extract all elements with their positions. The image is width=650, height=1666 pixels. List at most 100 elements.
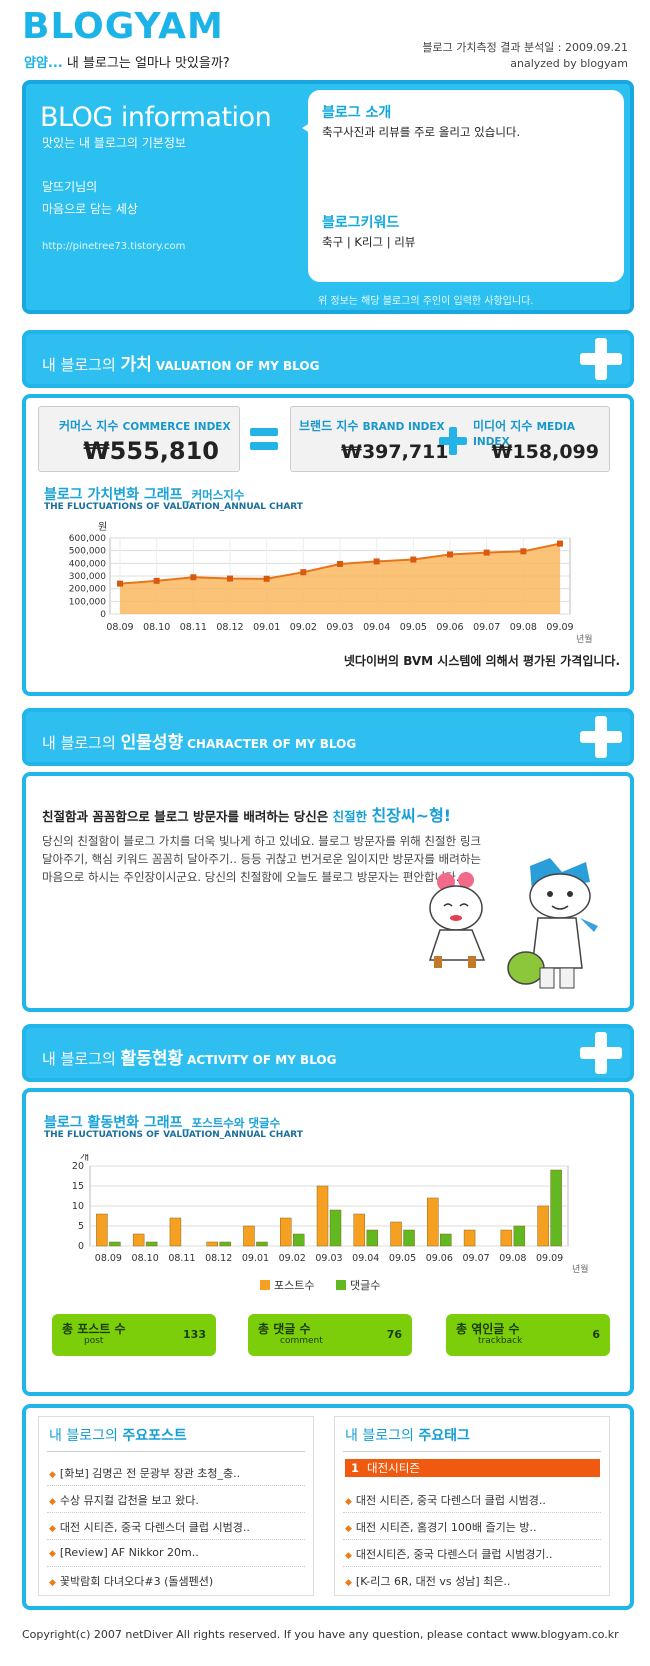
- bar: [366, 1229, 379, 1247]
- data-point: [190, 574, 197, 581]
- plus-icon[interactable]: [580, 1032, 622, 1074]
- keyword-heading: 블로그키워드: [322, 215, 400, 231]
- data-point: [557, 540, 563, 547]
- top-tags-title: 내 블로그의 주요태그: [345, 1428, 470, 1444]
- list-item[interactable]: ◆ 수상 뮤지컬 갑천을 보고 왔다.: [49, 1494, 199, 1507]
- section-valuation: 내 블로그의 가치 VALUATION OF MY BLOG: [22, 330, 634, 388]
- analyzed-by: analyzed by blogyam: [510, 57, 628, 70]
- top-tags-panel: 내 블로그의 주요태그 1 대전시티즌 ◆ 대전 시티즌, 중국 다렌스더 클럽 시…: [334, 1416, 610, 1596]
- bar: [500, 1229, 513, 1247]
- bar: [219, 1241, 231, 1247]
- analysis-info: 블로그 가치측정 결과 분석일 : 2009.09.21 analyzed by…: [422, 40, 628, 72]
- x-tick-label: 09.02: [279, 1253, 306, 1264]
- blog-slogan: 달뜨기님의 마음으로 담는 세상: [42, 180, 138, 216]
- x-tick-label: 09.07: [473, 622, 500, 633]
- x-tick-label: 09.06: [436, 622, 463, 633]
- plus-icon[interactable]: [580, 716, 622, 758]
- bullet-icon: ◆: [49, 1549, 56, 1559]
- valuation-graph-subtitle: THE FLUCTUATIONS OF VALUATION_ANNUAL CHA…: [44, 502, 303, 512]
- bar: [96, 1213, 108, 1247]
- logo[interactable]: BLOGYAM: [22, 6, 224, 47]
- total-posts-value: 133: [183, 1328, 206, 1341]
- bar: [316, 1185, 329, 1247]
- activity-graph-subtitle: THE FLUCTUATIONS OF VALUATION_ANNUAL CHA…: [44, 1130, 303, 1140]
- list-item[interactable]: ◆ 대전 시티즌, 중국 다렌스더 클럽 시범경..: [49, 1521, 250, 1534]
- bullet-icon: ◆: [345, 1497, 352, 1507]
- data-point: [483, 549, 490, 556]
- top-posts-panel: 내 블로그의 주요포스트 ◆ [화보] 김명곤 전 문광부 장관 초청_충.. ◆…: [38, 1416, 314, 1596]
- plus-icon[interactable]: [580, 338, 622, 380]
- list-item[interactable]: ◆ 대전시티즌, 중국 다렌스더 클럽 시범경기..: [345, 1548, 553, 1561]
- bullet-icon: ◆: [49, 1497, 56, 1507]
- brand-value: ₩397,711: [341, 441, 449, 463]
- area-fill: [120, 543, 560, 614]
- keyword-list: 축구 | K리그 | 리뷰: [322, 235, 416, 249]
- bar: [132, 1233, 145, 1247]
- data-point: [447, 551, 453, 558]
- bar: [292, 1233, 305, 1247]
- y-tick-label: 0: [100, 610, 106, 620]
- y-tick-label: 500,000: [69, 547, 106, 557]
- x-tick-label: 08.12: [216, 622, 243, 633]
- bar: [463, 1229, 476, 1247]
- legend-swatch: [260, 1280, 270, 1290]
- commerce-index-box: 커머스 지수 COMMERCE INDEX ₩555,810: [38, 406, 240, 472]
- section-character: 내 블로그의 인물성향 CHARACTER OF MY BLOG: [22, 708, 634, 766]
- top-lists-panel: 내 블로그의 주요포스트 ◆ [화보] 김명곤 전 문광부 장관 초청_충.. ◆…: [22, 1404, 634, 1610]
- total-trackbacks-value: 6: [592, 1328, 600, 1341]
- list-item[interactable]: ◆ 꽃박람회 다녀오다#3 (돌샘펜션): [49, 1575, 214, 1588]
- info-title: BLOG information: [40, 102, 272, 133]
- x-tick-label: 09.04: [352, 1253, 379, 1264]
- intro-text: 축구사진과 리뷰를 주로 올리고 있습니다.: [322, 125, 521, 139]
- character-description: 당신의 친절함이 블로그 가치를 더욱 빛나게 하고 있네요. 블로그 방문자를…: [42, 834, 481, 884]
- character-panel: 친절함과 꼼꼼함으로 블로그 방문자를 배려하는 당신은 친절한 친장씨~형! …: [22, 772, 634, 1012]
- x-tick-label: 08.09: [106, 622, 133, 633]
- list-item[interactable]: ◆ [Review] AF Nikkor 20m..: [49, 1546, 199, 1559]
- bullet-icon: ◆: [345, 1551, 352, 1561]
- data-point: [227, 575, 233, 582]
- x-tick-label: 09.01: [242, 1253, 269, 1264]
- section-character-title: 내 블로그의 인물성향 CHARACTER OF MY BLOG: [42, 733, 357, 753]
- x-axis-unit: 년월: [576, 633, 593, 645]
- y-tick-label: 100,000: [69, 597, 106, 607]
- bar: [256, 1241, 268, 1247]
- equals-icon: [250, 428, 278, 452]
- data-point: [337, 560, 343, 567]
- y-tick-label: 15: [72, 1181, 84, 1192]
- y-tick-label: 5: [78, 1221, 84, 1232]
- y-axis-unit: 원: [98, 521, 107, 533]
- total-posts-badge: 총 포스트 수 post 133: [52, 1314, 216, 1356]
- y-tick-label: 600,000: [69, 534, 106, 544]
- x-tick-label: 08.11: [180, 622, 207, 633]
- info-subtitle: 맛있는 내 블로그의 기본정보: [42, 136, 186, 150]
- x-tick-label: 09.07: [462, 1253, 489, 1264]
- activity-graph-title: 블로그 활동변화 그래프_ 포스트수와 댓글수: [44, 1115, 281, 1131]
- bar: [513, 1225, 526, 1247]
- x-tick-label: 09.05: [400, 622, 427, 633]
- y-tick-label: 0: [78, 1241, 84, 1252]
- info-note: 위 정보는 해당 블로그의 주인이 입력한 사항입니다.: [318, 296, 534, 307]
- list-item[interactable]: ◆ 대전 시티즌, 중국 다렌스더 클럽 시범경..: [345, 1494, 546, 1507]
- total-comments-value: 76: [386, 1328, 402, 1341]
- valuation-chart: 원 0 100,000 200,000 300,000 400,000 500,000 600…: [69, 521, 593, 645]
- top-tag[interactable]: 1 대전시티즌: [345, 1459, 600, 1477]
- list-item[interactable]: ◆ [K-리그 6R, 대전 vs 성남] 최은..: [345, 1575, 511, 1588]
- x-tick-label: 09.03: [315, 1253, 342, 1264]
- list-item[interactable]: ◆ [화보] 김명곤 전 문광부 장관 초청_충..: [49, 1467, 241, 1480]
- data-point: [520, 548, 527, 555]
- intro-heading: 블로그 소개: [322, 105, 392, 121]
- bullet-icon: ◆: [345, 1578, 352, 1588]
- data-point: [117, 580, 123, 587]
- section-activity-title: 내 블로그의 활동현황 ACTIVITY OF MY BLOG: [42, 1049, 337, 1069]
- bar: [145, 1241, 158, 1247]
- list-item[interactable]: ◆ 대전 시티즌, 홈경기 100배 즐기는 방..: [345, 1521, 537, 1534]
- x-tick-label: 09.05: [389, 1253, 416, 1264]
- total-comments-badge: 총 댓글 수 comment 76: [248, 1314, 412, 1356]
- y-tick-label: 200,000: [69, 585, 106, 595]
- valuation-graph-title: 블로그 가치변화 그래프_ 커머스지수: [44, 487, 245, 503]
- bar: [403, 1229, 415, 1247]
- legend-label: 댓글수: [350, 1279, 380, 1292]
- blog-url-link[interactable]: http://pinetree73.tistory.com: [42, 241, 186, 252]
- plus-icon: [439, 427, 467, 455]
- data-point: [300, 569, 307, 576]
